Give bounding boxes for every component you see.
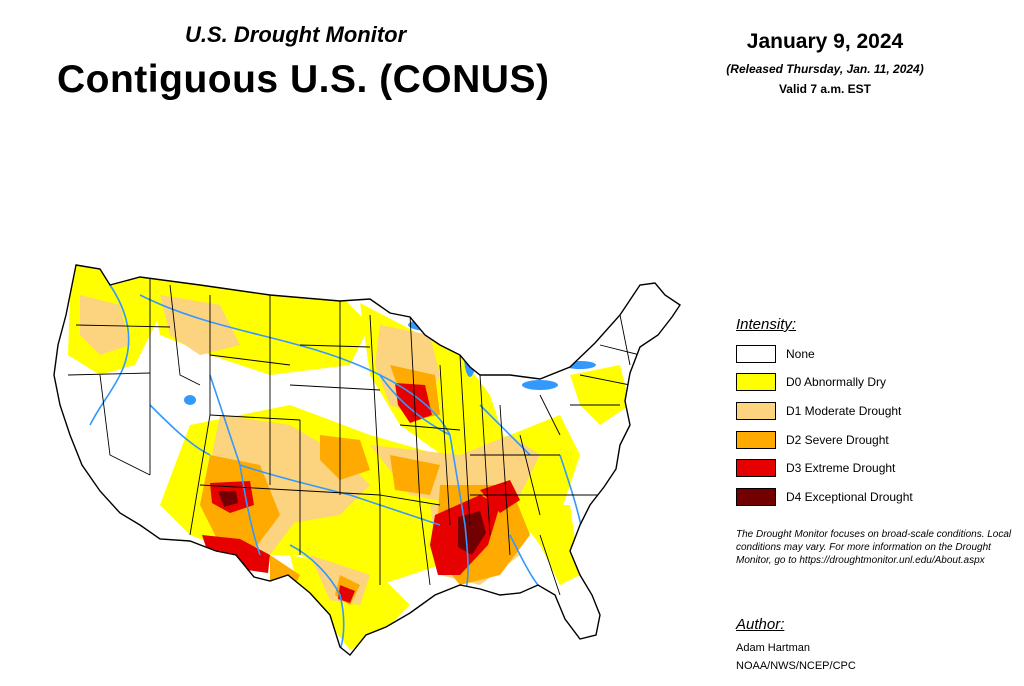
legend-item-d1: D1 Moderate Drought <box>736 401 901 421</box>
page-title: Contiguous U.S. (CONUS) <box>57 58 550 101</box>
legend-item-d2: D2 Severe Drought <box>736 430 889 450</box>
legend-swatch <box>736 488 776 506</box>
legend-swatch <box>736 373 776 391</box>
legend-label: D4 Exceptional Drought <box>786 490 913 504</box>
legend-label: None <box>786 347 815 361</box>
legend-label: D1 Moderate Drought <box>786 404 902 418</box>
state-borders <box>67 275 641 596</box>
author-name: Adam Hartman <box>736 642 810 654</box>
legend-heading: Intensity: <box>736 316 797 333</box>
legend-item-d3: D3 Extreme Drought <box>736 458 895 478</box>
conus-drought-map <box>53 264 681 656</box>
author-heading: Author: <box>736 616 785 633</box>
legend-item-d0: D0 Abnormally Dry <box>736 372 886 392</box>
legend-swatch <box>736 345 776 363</box>
legend-item-d4: D4 Exceptional Drought <box>736 487 913 507</box>
release-date: (Released Thursday, Jan. 11, 2024) <box>726 62 924 76</box>
author-organization: NOAA/NWS/NCEP/CPC <box>736 660 856 672</box>
legend-label: D0 Abnormally Dry <box>786 375 887 389</box>
drought-monitor-subtitle: U.S. Drought Monitor <box>185 22 407 47</box>
legend-swatch <box>736 402 776 420</box>
legend-swatch <box>736 459 776 477</box>
map-date: January 9, 2024 <box>746 30 904 53</box>
us-outline <box>53 264 681 656</box>
legend-swatch <box>736 431 776 449</box>
valid-time: Valid 7 a.m. EST <box>778 82 872 96</box>
disclaimer-note: The Drought Monitor focuses on broad-sca… <box>736 529 1012 566</box>
legend-item-none: None <box>736 344 815 364</box>
legend-label: D2 Severe Drought <box>786 433 889 447</box>
legend-label: D3 Extreme Drought <box>786 461 896 475</box>
